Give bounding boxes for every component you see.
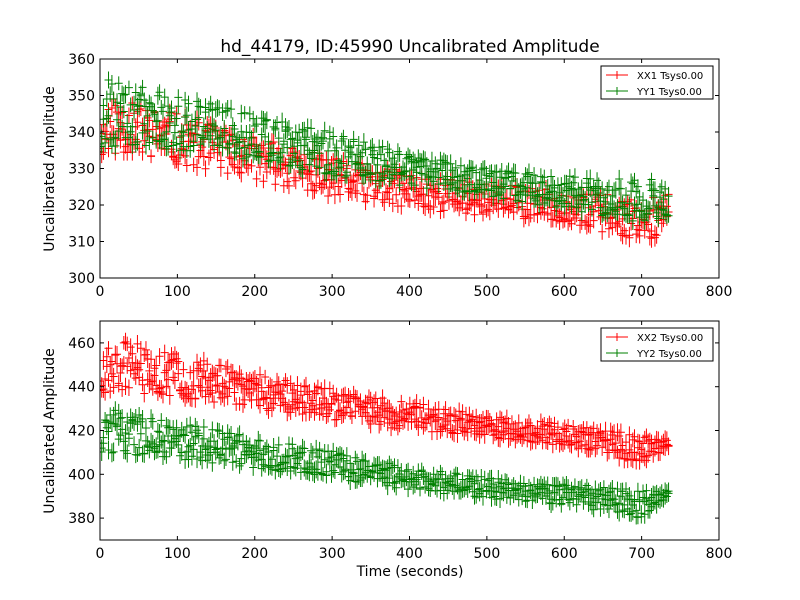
legend: XX2 Tsys0.00 YY2 Tsys0.00 [600,327,714,362]
legend-marker-2 [613,87,621,95]
series-2-points [100,71,673,230]
x-tick-label: 500 [474,284,501,300]
figure-title: hd_44179, ID:45990 Uncalibrated Amplitud… [220,37,599,57]
x-tick-label: 800 [706,546,733,562]
top-y-axis-label: Uncalibrated Amplitude [42,86,58,252]
y-tick-label: 440 [68,380,95,396]
legend-label-1: XX1 Tsys0.00 [637,71,703,82]
bottom-y-axis-label: Uncalibrated Amplitude [42,348,58,514]
y-tick-label: 380 [68,511,95,527]
series-1-markers [100,332,673,470]
series-2-markers [100,71,673,230]
legend-label-2: YY1 Tsys0.00 [636,87,702,98]
y-tick-label: 310 [68,235,95,251]
y-tick-label: 420 [68,424,95,440]
x-tick-label: 300 [319,546,346,562]
x-tick-label: 600 [551,546,578,562]
x-tick-label: 300 [319,284,346,300]
series-1-points [100,92,673,248]
y-tick-label: 330 [68,162,95,178]
x-tick-label: 700 [628,284,655,300]
y-tick-label: 350 [68,89,95,105]
series-1-points [100,332,673,470]
y-tick-label: 300 [68,271,95,287]
x-tick-label: 100 [164,284,191,300]
x-axis-label: Time (seconds) [356,564,464,580]
legend-box [600,65,714,100]
x-tick-label: 100 [164,546,191,562]
x-tick-label: 800 [706,284,733,300]
x-tick-label: 500 [474,546,501,562]
x-tick-label: 0 [96,284,105,300]
legend-label-1: XX2 Tsys0.00 [637,333,703,344]
legend: XX1 Tsys0.00 YY1 Tsys0.00 [600,65,714,100]
x-tick-label: 400 [396,546,423,562]
series-2-points [100,401,673,525]
y-tick-label: 360 [68,52,95,68]
legend-marker-1 [613,71,621,79]
y-tick-label: 340 [68,125,95,141]
x-tick-label: 600 [551,284,578,300]
x-tick-label: 400 [396,284,423,300]
x-tick-label: 0 [96,546,105,562]
top-panel: 0 100 200 300 400 500 600 700 800 300 310 320 330 340… [68,52,732,300]
legend-marker-2 [613,349,621,357]
series-1-markers [100,92,673,248]
legend-marker-1 [613,333,621,341]
x-tick-label: 200 [241,546,268,562]
y-tick-label: 400 [68,467,95,483]
x-tick-label: 700 [628,546,655,562]
series-2-markers [100,401,673,525]
y-tick-label: 460 [68,336,95,352]
y-tick-label: 320 [68,198,95,214]
x-tick-label: 200 [241,284,268,300]
legend-label-2: YY2 Tsys0.00 [636,349,702,360]
bottom-panel: 0 100 200 300 400 500 600 700 800 380 400 420 440 460… [68,320,733,562]
legend-box [600,327,714,362]
